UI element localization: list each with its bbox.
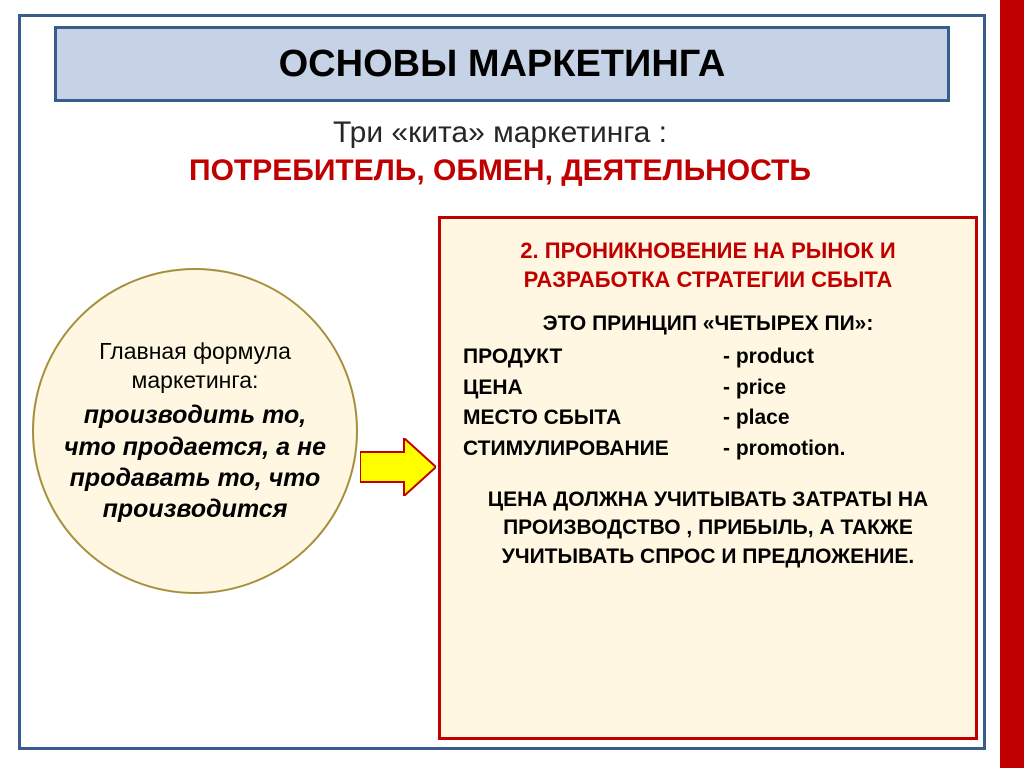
four-p-row: ЦЕНА- price [463, 373, 953, 403]
four-p-row: МЕСТО СБЫТА- place [463, 403, 953, 433]
strategy-heading: 2. ПРОНИКНОВЕНИЕ НА РЫНОК И РАЗРАБОТКА С… [463, 237, 953, 294]
formula-ellipse: Главная формула маркетинга: производить … [32, 268, 358, 594]
ellipse-heading: Главная формула маркетинга: [58, 337, 332, 395]
four-p-term: СТИМУЛИРОВАНИЕ [463, 434, 723, 464]
four-p-english: - place [723, 403, 953, 433]
four-p-english: - product [723, 342, 953, 372]
arrow-right-icon [360, 438, 436, 496]
price-note: ЦЕНА ДОЛЖНА УЧИТЫВАТЬ ЗАТРАТЫ НА ПРОИЗВО… [463, 486, 953, 571]
four-p-rows: ПРОДУКТ- productЦЕНА- priceМЕСТО СБЫТА- … [463, 342, 953, 464]
four-p-english: - promotion. [723, 434, 953, 464]
ellipse-body: производить то, что продается, а не прод… [58, 400, 332, 525]
four-p-row: ПРОДУКТ- product [463, 342, 953, 372]
four-p-term: ПРОДУКТ [463, 342, 723, 372]
title-box: ОСНОВЫ МАРКЕТИНГА [54, 26, 950, 102]
strategy-box: 2. ПРОНИКНОВЕНИЕ НА РЫНОК И РАЗРАБОТКА С… [438, 216, 978, 740]
subtitle-line2: ПОТРЕБИТЕЛЬ, ОБМЕН, ДЕЯТЕЛЬНОСТЬ [0, 154, 1000, 188]
four-p-english: - price [723, 373, 953, 403]
subtitle: Три «кита» маркетинга : ПОТРЕБИТЕЛЬ, ОБМ… [0, 116, 1000, 188]
subtitle-line1: Три «кита» маркетинга : [0, 116, 1000, 150]
four-p-term: ЦЕНА [463, 373, 723, 403]
accent-bar [1000, 0, 1024, 768]
four-p-intro: ЭТО ПРИНЦИП «ЧЕТЫРЕХ ПИ»: [463, 312, 953, 336]
four-p-term: МЕСТО СБЫТА [463, 403, 723, 433]
slide-title: ОСНОВЫ МАРКЕТИНГА [279, 43, 726, 86]
four-p-row: СТИМУЛИРОВАНИЕ- promotion. [463, 434, 953, 464]
ellipse-container: Главная формула маркетинга: производить … [32, 268, 358, 594]
